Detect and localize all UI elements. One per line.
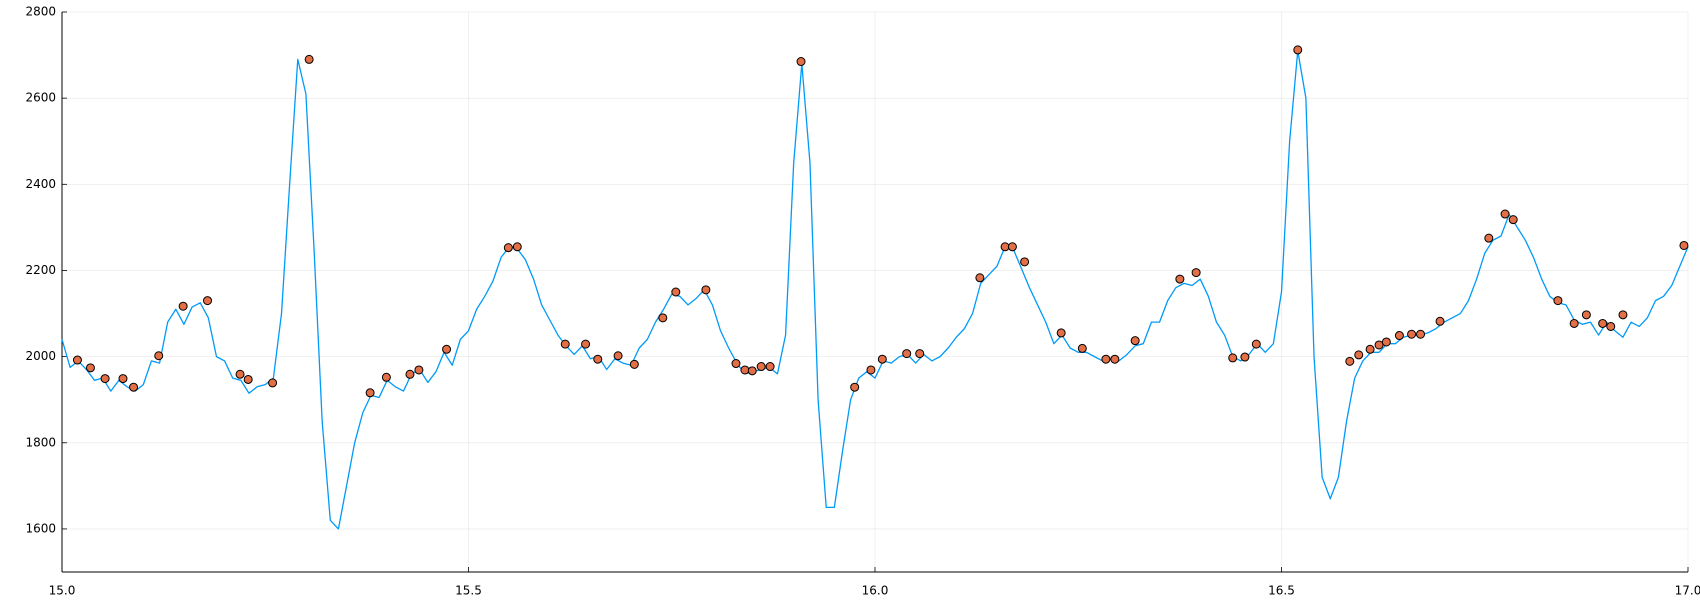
y-tick-label: 2000 xyxy=(25,349,56,363)
data-point xyxy=(1228,353,1238,363)
data-point xyxy=(1484,233,1494,243)
data-point xyxy=(442,344,452,354)
data-point xyxy=(1293,45,1303,55)
data-point xyxy=(129,382,139,392)
data-point xyxy=(1553,296,1563,306)
data-point xyxy=(1381,337,1391,347)
data-point xyxy=(1500,209,1510,219)
data-point xyxy=(72,355,82,365)
data-point xyxy=(1416,329,1426,339)
data-point xyxy=(629,359,639,369)
data-point xyxy=(118,374,128,384)
y-tick-label: 2400 xyxy=(25,177,56,191)
data-point xyxy=(243,374,253,384)
data-point xyxy=(1240,352,1250,362)
data-point xyxy=(1508,215,1518,225)
data-point xyxy=(866,365,876,375)
data-point xyxy=(1175,274,1185,284)
data-point xyxy=(381,372,391,382)
data-point xyxy=(1345,356,1355,366)
data-point xyxy=(235,369,245,379)
x-tick-label: 16.0 xyxy=(862,584,889,598)
data-point xyxy=(1101,354,1111,364)
x-tick-label: 17.0 xyxy=(1675,584,1700,598)
data-point xyxy=(178,301,188,311)
data-point xyxy=(740,365,750,375)
data-point xyxy=(701,285,711,295)
data-point xyxy=(365,388,375,398)
data-point xyxy=(1435,316,1445,326)
data-point xyxy=(747,366,757,376)
data-point xyxy=(915,349,925,359)
data-point xyxy=(658,313,668,323)
data-point xyxy=(304,54,314,64)
data-point xyxy=(975,273,985,283)
data-point xyxy=(203,296,213,306)
data-point xyxy=(503,243,513,253)
y-tick-label: 2200 xyxy=(25,263,56,277)
data-point xyxy=(1056,328,1066,338)
data-point xyxy=(1569,318,1579,328)
data-point xyxy=(765,362,775,372)
data-point xyxy=(1000,242,1010,252)
data-point xyxy=(85,363,95,373)
data-point xyxy=(512,242,522,252)
data-point xyxy=(1679,240,1689,250)
data-point xyxy=(731,359,741,369)
data-point xyxy=(414,365,424,375)
y-tick-label: 2800 xyxy=(25,5,56,19)
data-point xyxy=(1130,336,1140,346)
x-tick-label: 15.0 xyxy=(49,584,76,598)
data-point xyxy=(1581,310,1591,320)
data-point xyxy=(613,351,623,361)
y-tick-label: 1800 xyxy=(25,435,56,449)
data-point xyxy=(1007,242,1017,252)
data-point xyxy=(756,362,766,372)
data-point xyxy=(1191,268,1201,278)
data-point xyxy=(1020,257,1030,267)
data-point xyxy=(1251,339,1261,349)
data-point xyxy=(1407,329,1417,339)
data-point xyxy=(877,354,887,364)
data-point xyxy=(268,378,278,388)
data-point xyxy=(1618,310,1628,320)
data-point xyxy=(560,339,570,349)
data-point xyxy=(405,369,415,379)
data-point xyxy=(1598,318,1608,328)
data-point xyxy=(850,382,860,392)
data-point xyxy=(1365,344,1375,354)
data-point xyxy=(581,339,591,349)
data-point xyxy=(100,374,110,384)
x-tick-label: 15.5 xyxy=(455,584,482,598)
data-point xyxy=(1394,331,1404,341)
data-point xyxy=(593,354,603,364)
data-point xyxy=(902,349,912,359)
data-point xyxy=(1110,354,1120,364)
x-tick-label: 16.5 xyxy=(1268,584,1295,598)
data-point xyxy=(1606,321,1616,331)
data-point xyxy=(796,57,806,67)
data-point xyxy=(1354,350,1364,360)
data-point xyxy=(671,287,681,297)
data-point xyxy=(1374,340,1384,350)
y-tick-label: 1600 xyxy=(25,521,56,535)
data-point xyxy=(1077,343,1087,353)
data-point xyxy=(154,351,164,361)
y-tick-label: 2600 xyxy=(25,91,56,105)
